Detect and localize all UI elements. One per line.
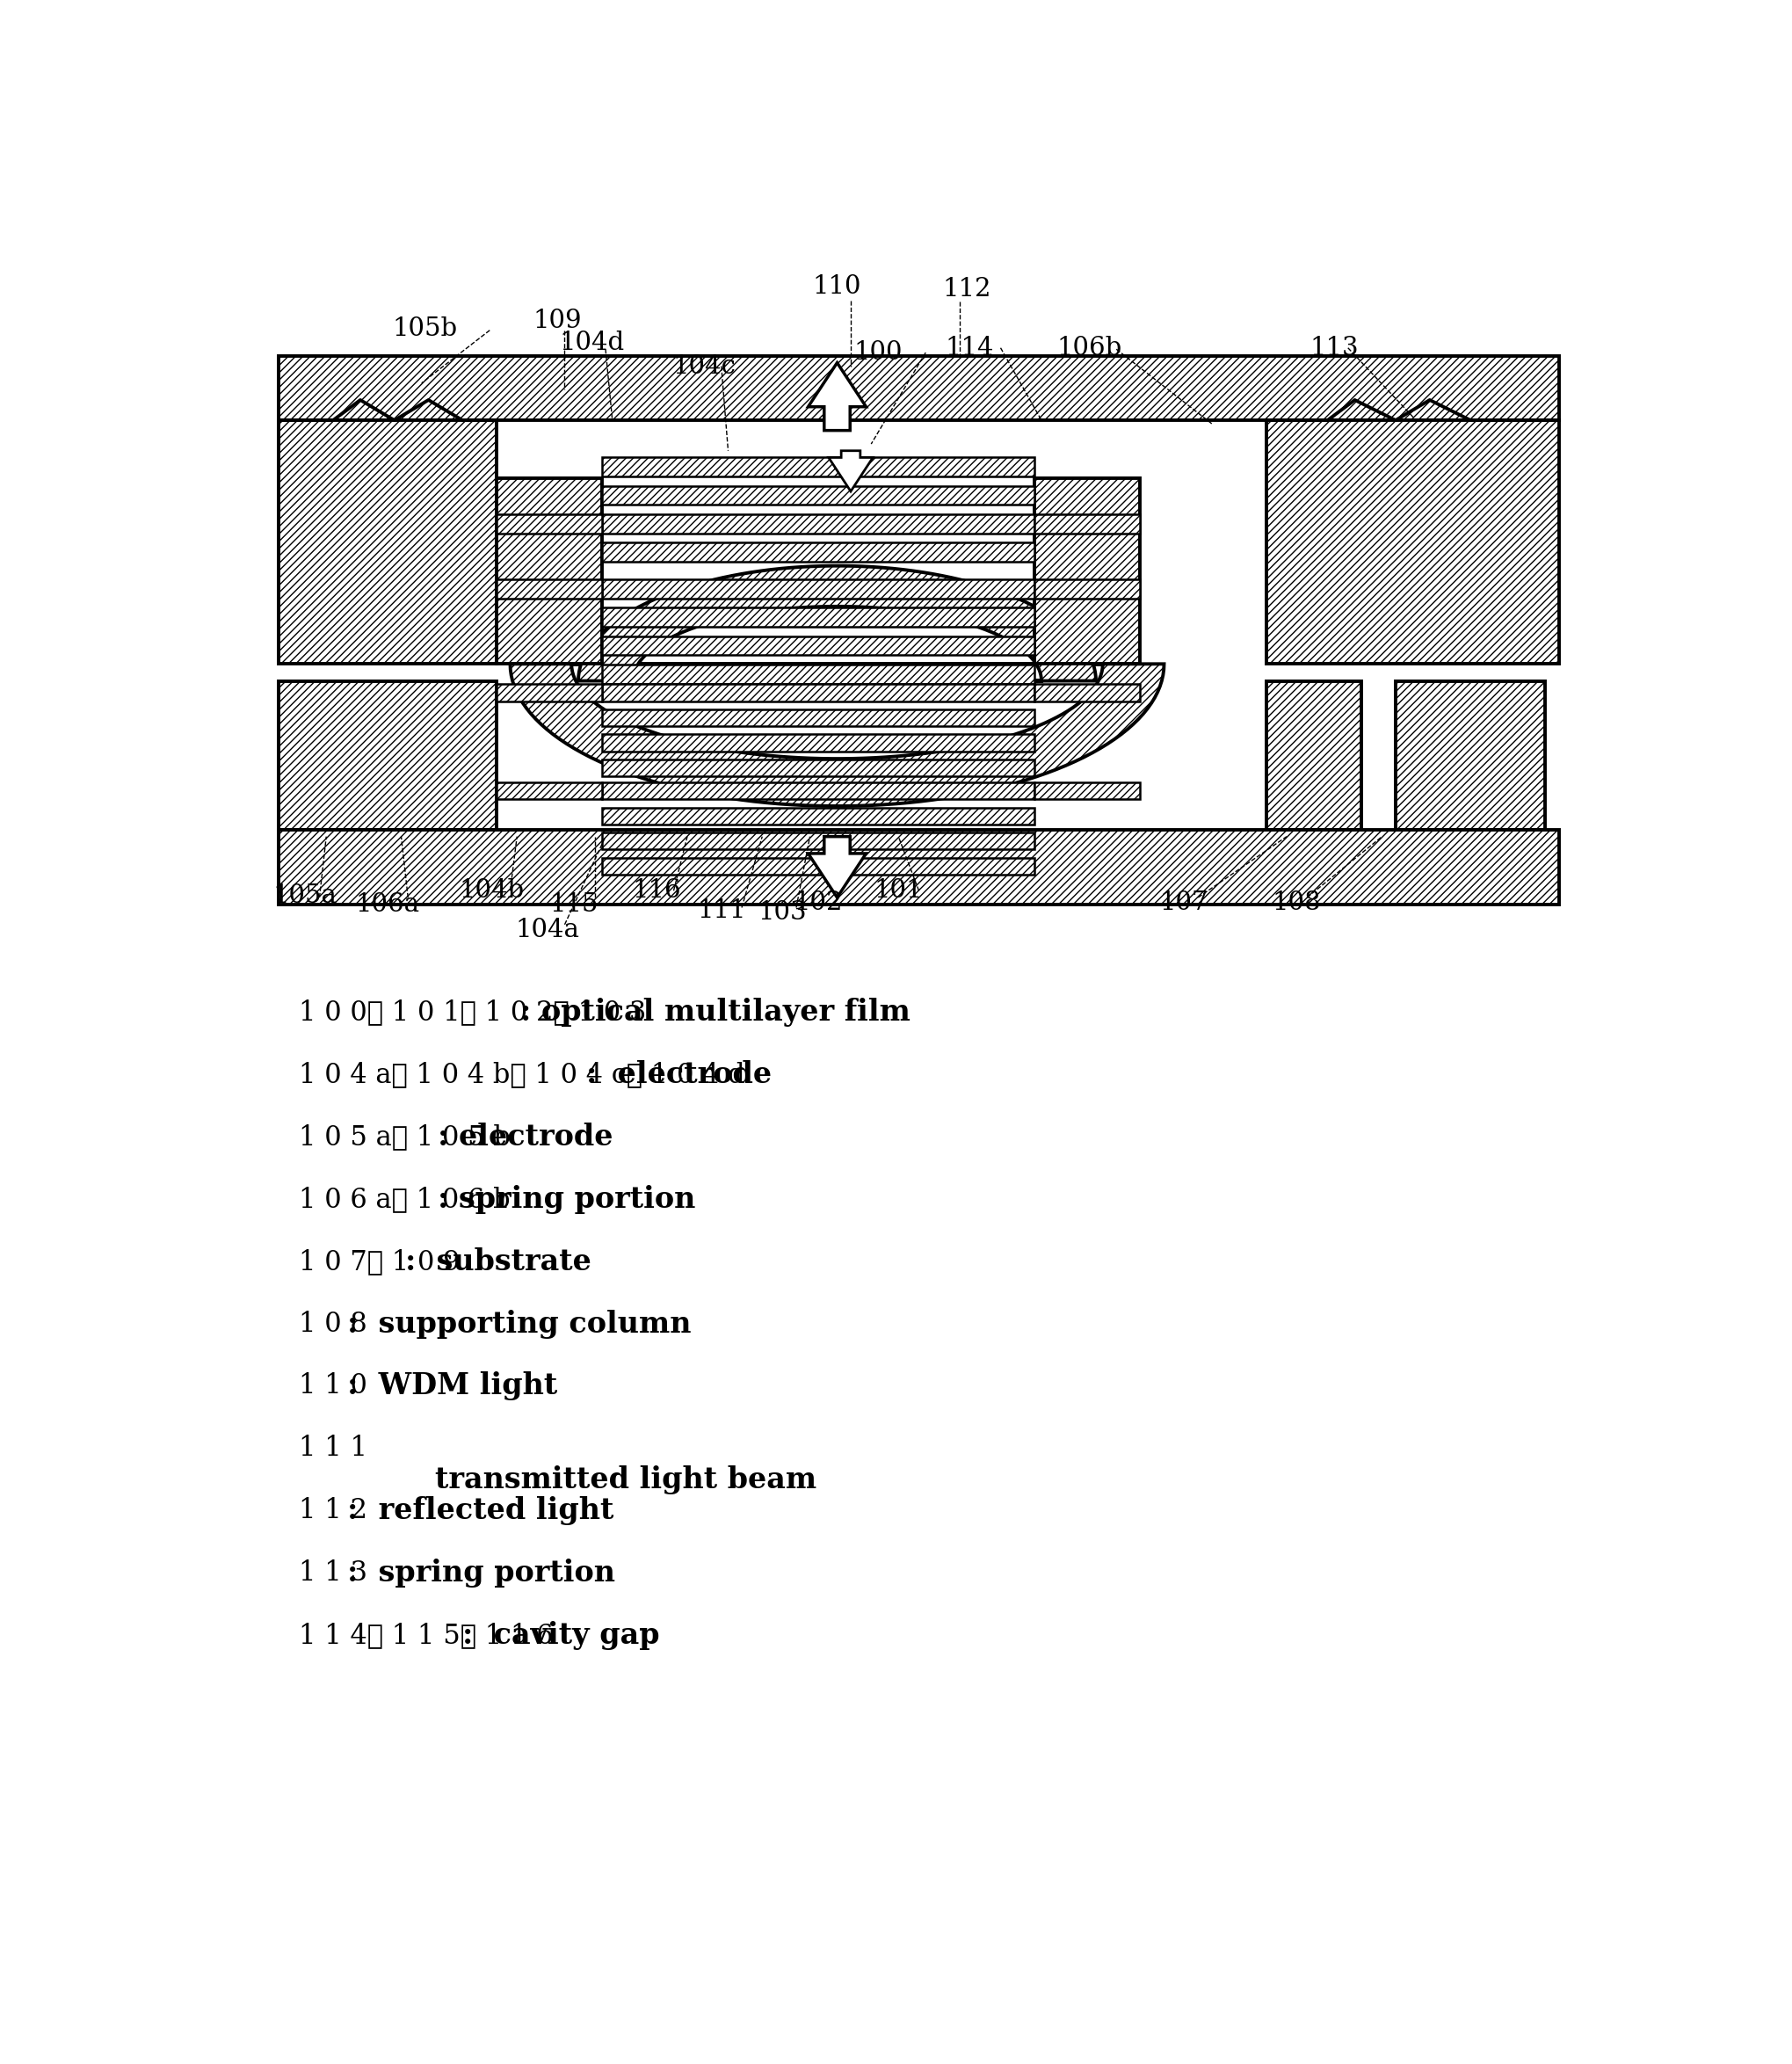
Bar <box>1034 782 1140 799</box>
Bar <box>496 782 602 799</box>
Bar <box>278 421 496 665</box>
Text: 106a: 106a <box>355 892 419 916</box>
Bar <box>1034 477 1140 665</box>
Bar <box>1265 681 1360 830</box>
Text: 113: 113 <box>1310 336 1358 359</box>
Bar <box>1265 421 1559 665</box>
Text: 1 1 3: 1 1 3 <box>299 1560 367 1587</box>
Bar <box>278 830 1559 904</box>
Text: 1 0 8: 1 0 8 <box>299 1311 367 1337</box>
Text: 104a: 104a <box>516 918 579 943</box>
Bar <box>602 514 1034 533</box>
Bar <box>278 355 1559 421</box>
Bar <box>1034 514 1140 533</box>
Text: 111: 111 <box>697 898 745 923</box>
Text: :  supporting column: : supporting column <box>348 1309 690 1337</box>
Text: :  reflected light: : reflected light <box>348 1496 613 1525</box>
Text: 116: 116 <box>633 879 681 904</box>
Bar <box>602 832 1034 850</box>
Bar <box>602 607 1034 627</box>
Text: 101: 101 <box>874 879 923 904</box>
Bar <box>602 710 1034 727</box>
Text: 106b: 106b <box>1055 336 1122 359</box>
Bar <box>602 782 1034 799</box>
Text: transmitted light beam: transmitted light beam <box>435 1465 817 1494</box>
Bar <box>496 514 602 533</box>
Bar <box>602 685 1034 702</box>
Polygon shape <box>511 665 1163 807</box>
Text: : spring portion: : spring portion <box>437 1185 695 1214</box>
Text: :  substrate: : substrate <box>405 1247 591 1276</box>
Text: 100: 100 <box>853 341 901 365</box>
Text: 103: 103 <box>758 900 806 925</box>
Text: 114: 114 <box>944 336 995 359</box>
Text: 1 1 1: 1 1 1 <box>299 1434 367 1461</box>
Text: 105a: 105a <box>272 883 337 908</box>
Text: 104b: 104b <box>459 879 523 904</box>
Text: 1 1 2: 1 1 2 <box>299 1496 367 1525</box>
Bar <box>602 665 1034 683</box>
Text: 108: 108 <box>1272 890 1321 914</box>
Bar <box>602 458 1034 477</box>
Text: :  cavity gap: : cavity gap <box>462 1620 659 1649</box>
Text: 107: 107 <box>1159 890 1208 914</box>
Polygon shape <box>579 566 1095 681</box>
Text: 1 0 0、 1 0 1、 1 0 2、 1 0 3: 1 0 0、 1 0 1、 1 0 2、 1 0 3 <box>299 999 647 1026</box>
Text: 105b: 105b <box>392 316 457 341</box>
Bar <box>602 543 1034 561</box>
Bar <box>602 735 1034 751</box>
FancyArrow shape <box>828 450 873 491</box>
Text: 110: 110 <box>812 275 862 299</box>
Text: 104c: 104c <box>672 353 735 378</box>
Text: 1 0 5 a、 1 0 5 b: 1 0 5 a、 1 0 5 b <box>299 1123 511 1152</box>
Text: :  spring portion: : spring portion <box>348 1558 615 1587</box>
Text: 115: 115 <box>550 892 599 916</box>
Text: 1 0 7、 1 0 9: 1 0 7、 1 0 9 <box>299 1249 461 1276</box>
Text: : optical multilayer film: : optical multilayer film <box>520 999 910 1028</box>
Bar <box>496 580 602 599</box>
Bar <box>602 807 1034 824</box>
Text: :  WDM light: : WDM light <box>348 1373 557 1401</box>
Text: 109: 109 <box>534 308 582 332</box>
Text: 1 0 6 a、 1 0 6 b: 1 0 6 a、 1 0 6 b <box>299 1185 511 1214</box>
Text: :  electrode: : electrode <box>586 1061 771 1090</box>
FancyArrow shape <box>808 363 866 431</box>
FancyArrow shape <box>808 836 866 898</box>
Bar <box>1034 685 1140 702</box>
Text: 1 1 4、 1 1 5、 1 1 6: 1 1 4、 1 1 5、 1 1 6 <box>299 1622 554 1649</box>
Bar <box>496 685 602 702</box>
Text: 112: 112 <box>941 277 991 301</box>
Text: 104d: 104d <box>559 330 624 355</box>
Bar <box>1394 681 1545 830</box>
Bar <box>602 485 1034 506</box>
Bar <box>602 760 1034 776</box>
Bar <box>602 636 1034 654</box>
Text: 1 1 0: 1 1 0 <box>299 1373 367 1399</box>
Text: 1 0 4 a、 1 0 4 b、 1 0 4 c、 1 0 4 d: 1 0 4 a、 1 0 4 b、 1 0 4 c、 1 0 4 d <box>299 1061 745 1088</box>
Bar <box>602 857 1034 875</box>
Bar <box>278 681 496 830</box>
Bar <box>1034 580 1140 599</box>
Bar <box>496 477 602 665</box>
Text: : electrode: : electrode <box>437 1123 613 1152</box>
Text: 102: 102 <box>794 890 842 914</box>
Bar <box>602 580 1034 599</box>
